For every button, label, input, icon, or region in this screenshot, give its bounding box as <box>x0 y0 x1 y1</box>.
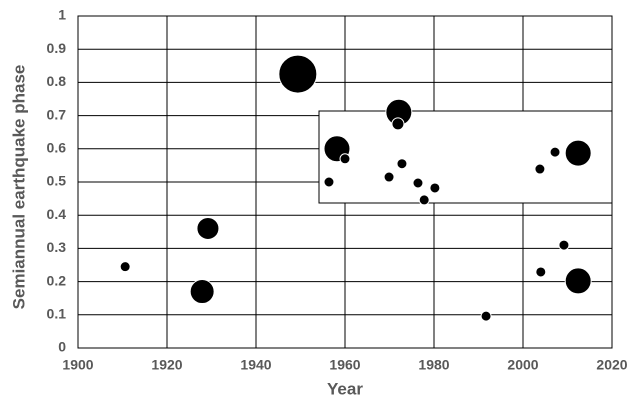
y-tick-label: 0.6 <box>47 140 67 156</box>
point <box>396 158 408 170</box>
point <box>558 239 570 251</box>
point <box>418 194 430 206</box>
point <box>429 182 441 194</box>
y-tick-label: 0.3 <box>47 239 67 255</box>
y-tick-label: 0.8 <box>47 73 67 89</box>
y-tick-label: 0.1 <box>47 306 67 322</box>
point <box>564 267 592 295</box>
point <box>323 176 335 188</box>
x-tick-label: 2020 <box>596 357 627 373</box>
point <box>564 139 592 167</box>
y-tick-label: 0.4 <box>47 206 67 222</box>
point <box>412 177 424 189</box>
point <box>383 171 395 183</box>
x-tick-label: 1980 <box>418 357 449 373</box>
point <box>480 310 492 322</box>
point <box>278 54 318 94</box>
x-tick-label: 2000 <box>507 357 538 373</box>
point <box>534 163 546 175</box>
y-tick-label: 1 <box>58 7 66 23</box>
y-tick-label: 0.7 <box>47 106 67 122</box>
point <box>196 216 220 240</box>
point <box>391 117 405 131</box>
y-tick-label: 0.2 <box>47 272 67 288</box>
y-tick-label: 0.5 <box>47 173 67 189</box>
x-tick-label: 1940 <box>240 357 271 373</box>
legend-box <box>318 110 613 204</box>
y-tick-label: 0 <box>58 339 66 355</box>
point <box>535 266 547 278</box>
x-axis-title: Year <box>327 379 363 398</box>
point <box>339 153 351 165</box>
point <box>119 261 131 273</box>
y-tick-label: 0.9 <box>47 40 67 56</box>
x-tick-label: 1960 <box>329 357 360 373</box>
point <box>189 279 215 305</box>
y-axis-title: Semiannual earthquake phase <box>9 65 28 310</box>
x-tick-label: 1920 <box>151 357 182 373</box>
plot-frame <box>77 15 613 349</box>
point <box>549 146 561 158</box>
x-tick-label: 1900 <box>62 357 93 373</box>
